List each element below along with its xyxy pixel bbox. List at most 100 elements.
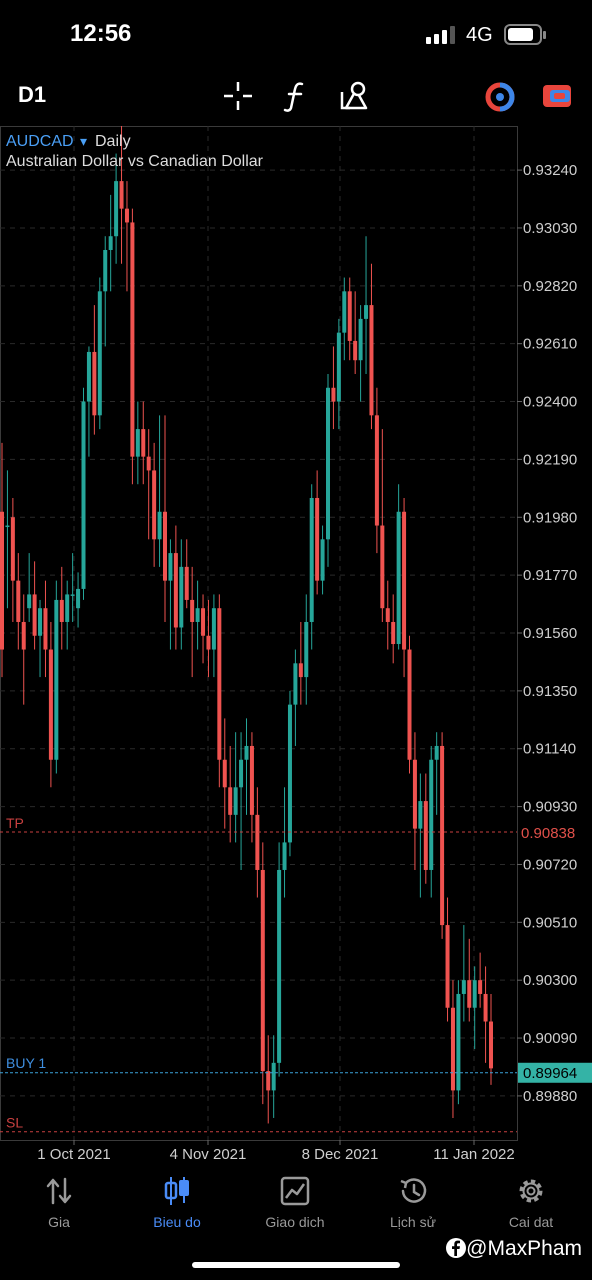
candle-body xyxy=(369,305,374,416)
objects-icon[interactable] xyxy=(338,80,370,112)
candle-body xyxy=(418,801,423,829)
tab-settings[interactable]: Cai dat xyxy=(476,1176,586,1246)
candle-body xyxy=(309,497,314,622)
settings-gear-icon xyxy=(519,1179,543,1203)
candle-body xyxy=(407,649,412,760)
candle-body xyxy=(364,305,369,319)
plot-border xyxy=(0,126,518,1141)
price-tick-label: 0.91980 xyxy=(523,509,577,526)
candle-body xyxy=(32,594,37,636)
candle-body xyxy=(304,621,309,678)
timeframe-button[interactable]: D1 xyxy=(18,82,47,107)
price-tick-label: 0.91350 xyxy=(523,683,577,700)
candle-body xyxy=(48,649,53,760)
candle-body xyxy=(260,869,265,1072)
candle-body xyxy=(233,787,238,815)
crosshair-icon[interactable] xyxy=(222,80,254,112)
price-tick-label: 0.91140 xyxy=(523,741,576,758)
candle-body xyxy=(146,456,151,471)
candle-body xyxy=(10,517,15,581)
price-axis: 0.93240 0.93030 0.92820 0.92610 0.92400 0.921… xyxy=(517,162,577,1105)
watermark: @MaxPham xyxy=(446,1237,582,1261)
candle-body xyxy=(163,511,167,581)
tab-history[interactable]: Lịch sử xyxy=(358,1176,468,1246)
candle-body xyxy=(320,539,325,581)
candle-body xyxy=(315,497,320,581)
candle-body xyxy=(86,351,91,402)
candle-body xyxy=(326,387,330,540)
candle-body xyxy=(81,401,86,589)
price-tick-label: 0.92400 xyxy=(523,394,577,411)
candle-body xyxy=(412,759,417,829)
buy-price-tag xyxy=(518,1062,592,1083)
candle-body xyxy=(222,759,227,788)
chart-grid xyxy=(0,126,518,1141)
symbol-dropdown-icon[interactable]: ▾ xyxy=(80,134,87,150)
symbol-name[interactable]: AUDCAD xyxy=(6,133,74,150)
symbol-description: Australian Dollar vs Canadian Dollar xyxy=(6,153,264,170)
candle-body xyxy=(119,181,124,209)
candle-body xyxy=(456,993,461,1091)
status-bar: 12:56 4G xyxy=(0,0,592,72)
signal-icon xyxy=(426,26,455,44)
candle-body xyxy=(391,621,396,645)
chart-period: Daily xyxy=(95,133,131,150)
candle-body xyxy=(92,351,97,416)
candle-body xyxy=(173,553,178,628)
candle-body xyxy=(353,340,358,361)
window-icon[interactable] xyxy=(542,84,572,108)
candle-body xyxy=(135,429,140,457)
battery-icon xyxy=(504,24,546,45)
trade-levels: TP 0.90838 BUY 1 0.89964 SL xyxy=(0,815,592,1133)
candle-body xyxy=(108,236,113,250)
candle-body xyxy=(423,801,428,870)
candle-body xyxy=(478,980,483,994)
candle-body xyxy=(489,1021,493,1069)
tab-label: Cai dat xyxy=(508,1214,554,1230)
candle-body xyxy=(293,663,298,705)
candle-body xyxy=(244,745,249,760)
candle-body xyxy=(76,588,81,609)
price-tick-label: 0.93030 xyxy=(523,220,577,237)
candle-body xyxy=(402,511,407,650)
network-type: 4G xyxy=(466,24,493,46)
candle-body xyxy=(255,814,260,870)
facebook-icon xyxy=(446,1238,467,1258)
candle-body xyxy=(97,291,102,416)
buy-label: BUY 1 xyxy=(6,1055,46,1071)
tab-label: Giao dich xyxy=(265,1214,325,1230)
tab-chart[interactable]: Bieu do xyxy=(122,1176,232,1246)
candle-body xyxy=(385,608,390,622)
candle-body xyxy=(103,249,108,292)
sl-label: SL xyxy=(6,1115,23,1131)
candle-body xyxy=(190,599,195,622)
candle-body xyxy=(331,387,336,402)
candle-body xyxy=(336,332,341,402)
candle-body xyxy=(429,759,434,870)
candle-body xyxy=(239,759,244,788)
price-tick-label: 0.91770 xyxy=(523,567,577,584)
history-icon xyxy=(400,1178,427,1203)
tab-quotes[interactable]: Gia xyxy=(4,1176,114,1246)
candles xyxy=(0,126,493,1124)
candle-body xyxy=(434,745,439,760)
candle-body xyxy=(342,291,347,333)
trade-toggle-icon[interactable] xyxy=(485,82,515,112)
price-tick-label: 0.92820 xyxy=(523,278,577,295)
function-icon[interactable] xyxy=(282,80,310,112)
candle-body xyxy=(450,1007,455,1091)
candle-body xyxy=(461,980,466,994)
buy-price-label: 0.89964 xyxy=(523,1065,577,1082)
candle-body xyxy=(21,621,26,650)
candle-body xyxy=(217,608,222,760)
tab-trade[interactable]: Giao dich xyxy=(240,1176,350,1246)
watermark-text: @MaxPham xyxy=(466,1237,582,1260)
candle-body xyxy=(249,745,254,815)
price-tick-label: 0.90720 xyxy=(523,856,577,873)
candle-body xyxy=(201,608,206,636)
candle-body xyxy=(5,525,10,528)
tp-label: TP xyxy=(6,815,24,831)
candle-body xyxy=(54,599,59,760)
quotes-arrows-icon xyxy=(46,1177,72,1205)
